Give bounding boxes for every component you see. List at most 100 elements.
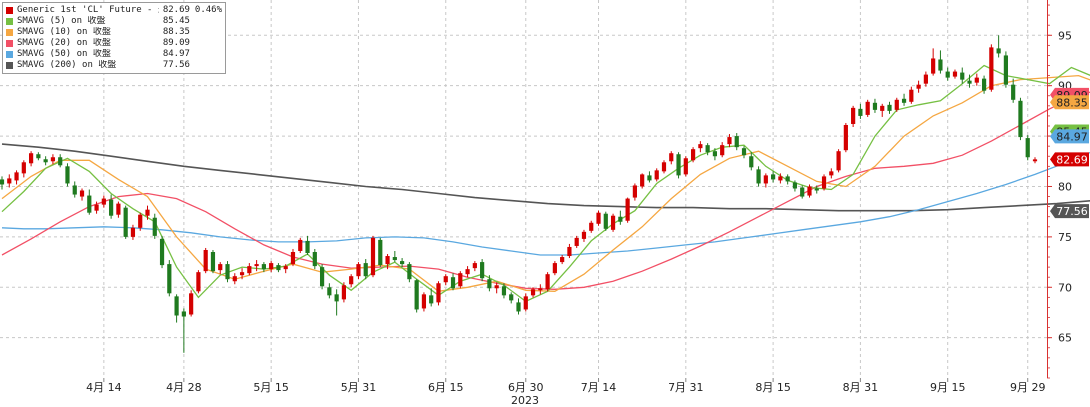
- series-line-sma200: [1, 143, 1090, 212]
- candle-body: [1003, 55, 1009, 85]
- candle: [661, 160, 667, 174]
- candle-body: [174, 296, 179, 316]
- candle: [851, 105, 856, 128]
- candle: [28, 151, 34, 167]
- candle-body: [1032, 159, 1038, 162]
- legend-value: 77.56: [162, 60, 190, 70]
- price-tag-box: [1050, 152, 1089, 167]
- candle-body: [356, 264, 361, 277]
- legend-value: 82.69: [162, 5, 190, 15]
- legend-value: 84.97: [162, 49, 190, 59]
- candle: [581, 229, 587, 242]
- candle: [145, 205, 150, 220]
- candle: [203, 247, 208, 274]
- candle: [254, 260, 259, 272]
- candle-body: [65, 166, 70, 184]
- candle-body: [574, 237, 579, 246]
- candle-body: [203, 249, 208, 272]
- candle: [79, 188, 85, 201]
- candle: [1032, 157, 1038, 164]
- candle: [385, 254, 390, 270]
- series-line-sma5: [1, 64, 1090, 303]
- candle-body: [821, 176, 827, 189]
- candle: [138, 212, 143, 231]
- candle-body: [283, 266, 288, 270]
- candle: [421, 292, 427, 312]
- candle: [792, 180, 798, 192]
- candle: [574, 235, 579, 248]
- candle-body: [189, 293, 194, 315]
- chart-legend: Generic 1st 'CL' Future - 最新價82.69 0.46% S…: [2, 2, 226, 74]
- candle: [1011, 78, 1016, 103]
- candle-body: [116, 203, 121, 215]
- candle: [843, 122, 848, 153]
- candle: [654, 168, 659, 182]
- candle: [887, 101, 892, 114]
- candle: [370, 235, 376, 278]
- price-tag-value: 84.97: [1056, 130, 1088, 143]
- candle-body: [814, 188, 819, 191]
- candle-body: [712, 151, 718, 157]
- candle: [589, 220, 594, 233]
- candle-body: [669, 153, 674, 162]
- candle: [909, 86, 914, 104]
- candle-body: [269, 263, 274, 270]
- candle: [1018, 97, 1023, 141]
- candle-body: [741, 148, 747, 156]
- legend-entry-price: Generic 1st 'CL' Future - 最新價82.69 0.46%: [6, 5, 222, 16]
- candle: [974, 73, 979, 86]
- candle: [712, 148, 718, 161]
- candle: [916, 80, 921, 93]
- candle: [443, 274, 448, 286]
- candle: [94, 201, 99, 214]
- candle-body: [480, 262, 485, 279]
- candle: [545, 272, 550, 292]
- candle-body: [589, 222, 594, 231]
- candle: [640, 173, 645, 189]
- legend-value: 85.45: [162, 16, 190, 26]
- candle-body: [829, 171, 834, 176]
- candle-body: [952, 71, 958, 77]
- candle-body: [7, 178, 12, 184]
- candle: [87, 189, 92, 215]
- series-line-sma20: [1, 91, 1090, 290]
- candle: [116, 201, 121, 218]
- legend-swatch: [6, 18, 13, 25]
- candle: [232, 273, 237, 285]
- price-tag: 88.35: [1050, 95, 1089, 110]
- candle: [43, 156, 48, 166]
- candle: [509, 292, 514, 304]
- candle: [407, 262, 412, 283]
- candle-body: [58, 157, 63, 166]
- y-tick-label: 65: [1058, 332, 1072, 345]
- candle-body: [618, 216, 623, 222]
- x-tick-label: 8月 15: [755, 381, 791, 394]
- candle: [400, 258, 405, 268]
- candle-body: [690, 149, 696, 161]
- candle-body: [647, 175, 652, 181]
- candle-body: [319, 267, 325, 287]
- candle-body: [385, 256, 390, 265]
- candle-body: [974, 77, 979, 83]
- candle-body: [545, 274, 550, 290]
- candle: [567, 243, 572, 259]
- candle: [771, 171, 776, 183]
- candle-body: [210, 252, 216, 272]
- price-tag-value: 82.69: [1056, 153, 1088, 166]
- candle-body: [407, 264, 412, 280]
- candle: [218, 262, 223, 275]
- price-tag: 82.69: [1050, 152, 1089, 167]
- candle: [363, 259, 368, 280]
- candle: [741, 146, 747, 159]
- legend-change: 0.46%: [194, 5, 222, 15]
- candle-body: [981, 78, 987, 91]
- series-line-sma10: [1, 74, 1090, 292]
- candle-body: [14, 172, 19, 181]
- candle: [894, 97, 899, 112]
- candle: [261, 262, 266, 273]
- candle-body: [763, 175, 768, 184]
- candle-body: [923, 74, 928, 84]
- candle-body: [181, 311, 186, 317]
